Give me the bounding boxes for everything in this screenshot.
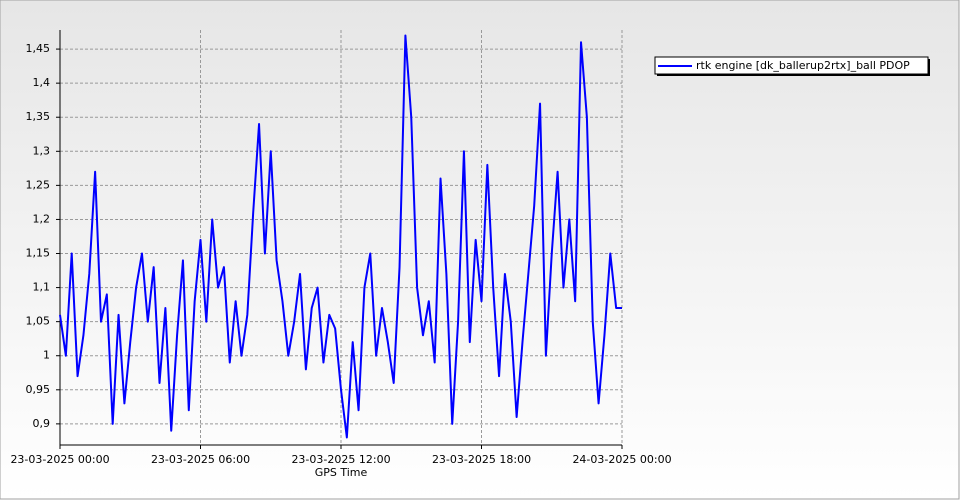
y-tick-label: 1,15 (26, 247, 51, 260)
x-tick-label: 23-03-2025 00:00 (10, 453, 109, 466)
y-tick-label: 1,05 (26, 315, 51, 328)
x-tick-label: 23-03-2025 12:00 (291, 453, 390, 466)
legend-box (654, 56, 929, 75)
x-tick-label: 24-03-2025 00:00 (572, 453, 671, 466)
y-tick-label: 1,35 (26, 110, 51, 123)
x-axis-label: GPS Time (315, 466, 368, 479)
y-tick-label: 0,9 (33, 417, 51, 430)
x-tick-label: 23-03-2025 18:00 (432, 453, 531, 466)
data-line (59, 34, 622, 439)
y-tick-label: 0,95 (26, 383, 51, 396)
y-tick-label: 1,45 (26, 42, 51, 55)
y-tick-label: 1,4 (33, 76, 51, 89)
y-tick-label: 1 (43, 349, 50, 362)
y-tick-label: 1,1 (33, 281, 51, 294)
legend-label: rtk engine [dk_ballerup2rtx]_ball PDOP (696, 59, 910, 72)
x-tick-label: 23-03-2025 06:00 (151, 453, 250, 466)
y-tick-label: 1,2 (33, 212, 51, 225)
y-tick-label: 1,3 (33, 144, 51, 157)
y-tick-label: 1,25 (26, 178, 51, 191)
